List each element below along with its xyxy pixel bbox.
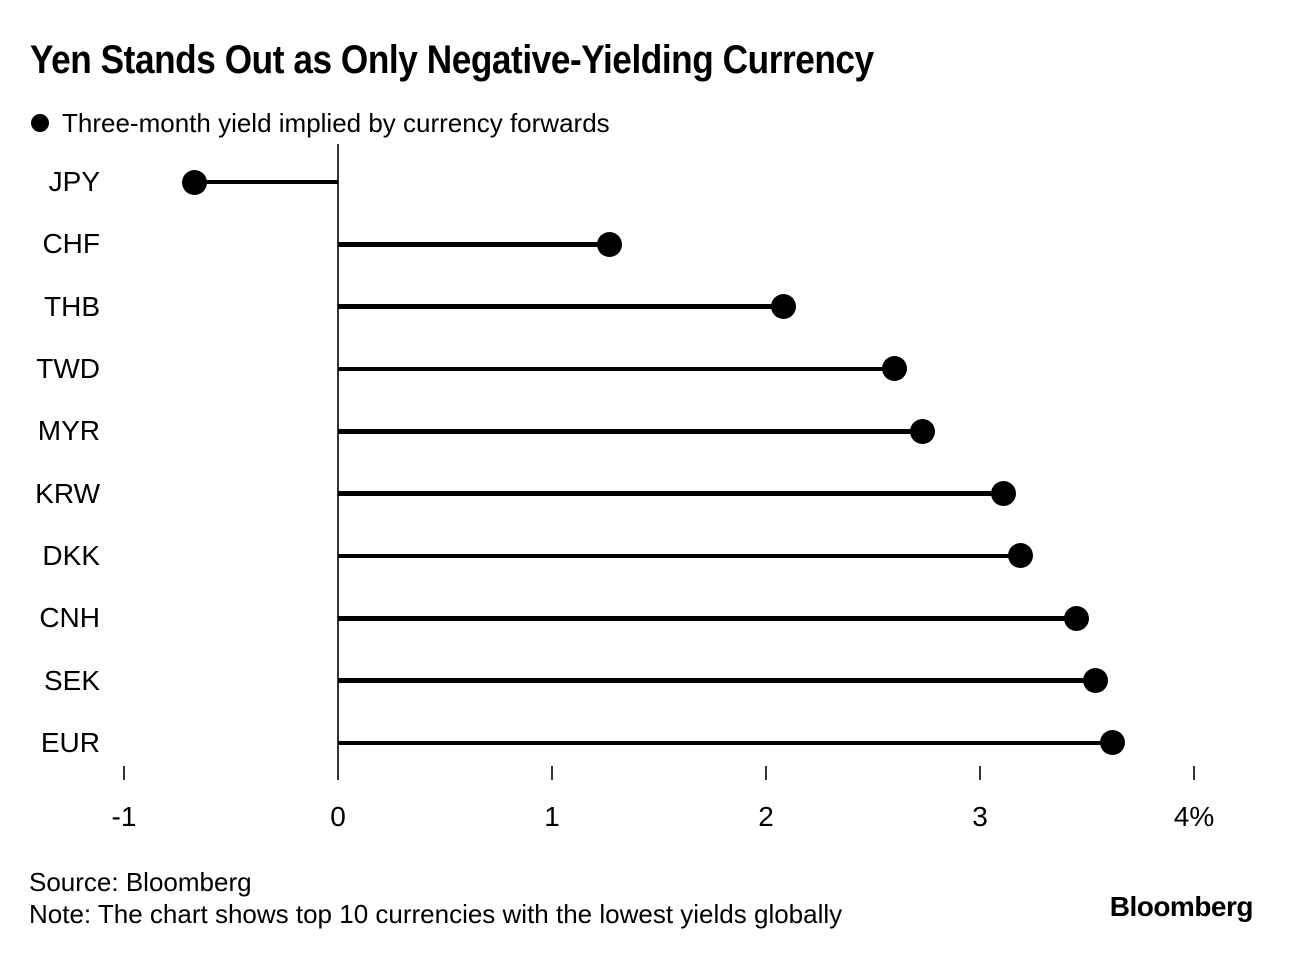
lollipop-dot — [770, 294, 796, 320]
x-tick-label: 0 — [330, 801, 346, 832]
source-text: Source: Bloomberg — [29, 867, 252, 897]
lollipop-stem — [194, 179, 338, 185]
x-tick-label: 2 — [758, 801, 774, 832]
x-axis-tick — [123, 766, 125, 780]
lollipop-dot — [1083, 668, 1109, 694]
lollipop-stem — [338, 740, 1113, 746]
category-label: CHF — [42, 228, 100, 260]
lollipop-stem — [338, 366, 895, 372]
note-text: Note: The chart shows top 10 currencies … — [29, 899, 843, 929]
category-label: KRW — [35, 477, 100, 509]
category-label: DKK — [42, 539, 100, 571]
lollipop-dot — [909, 418, 935, 444]
lollipop-dot — [1063, 605, 1089, 631]
category-label: MYR — [37, 415, 100, 447]
lollipop-stem — [338, 304, 784, 309]
category-label: SEK — [43, 664, 100, 696]
x-axis-tick — [1193, 766, 1195, 780]
legend-label: Three-month yield implied by currency fo… — [62, 107, 610, 138]
x-tick-label: 3 — [972, 801, 988, 832]
bloomberg-logo: Bloomberg — [1109, 891, 1254, 922]
x-axis-tick — [765, 766, 767, 780]
legend-dot-icon — [31, 114, 49, 132]
category-label: TWD — [36, 352, 100, 384]
lollipop-stem — [338, 491, 1004, 496]
x-tick-label: 1 — [544, 801, 560, 832]
lollipop-dot — [1100, 730, 1126, 756]
x-axis-tick — [551, 766, 553, 780]
category-label: EUR — [40, 726, 100, 758]
legend: Three-month yield implied by currency fo… — [31, 108, 610, 138]
x-axis-tick — [979, 766, 981, 780]
lollipop-stem — [338, 242, 610, 247]
lollipop-dot — [991, 481, 1017, 507]
lollipop-stem — [338, 553, 1021, 559]
lollipop-dot — [597, 231, 623, 257]
category-label: JPY — [48, 166, 100, 197]
x-tick-label: -1 — [111, 801, 137, 832]
lollipop-stem — [338, 616, 1077, 621]
lollipop-dot — [1008, 543, 1034, 569]
lollipop-dot — [182, 169, 208, 195]
chart-title: Yen Stands Out as Only Negative-Yielding… — [30, 38, 874, 82]
lollipop-stem — [338, 678, 1096, 683]
zero-axis-line — [337, 144, 339, 780]
lollipop-stem — [338, 429, 923, 434]
category-label: THB — [44, 290, 100, 322]
lollipop-dot — [881, 356, 907, 382]
category-label: CNH — [39, 602, 100, 634]
x-tick-label: 4% — [1173, 801, 1215, 832]
